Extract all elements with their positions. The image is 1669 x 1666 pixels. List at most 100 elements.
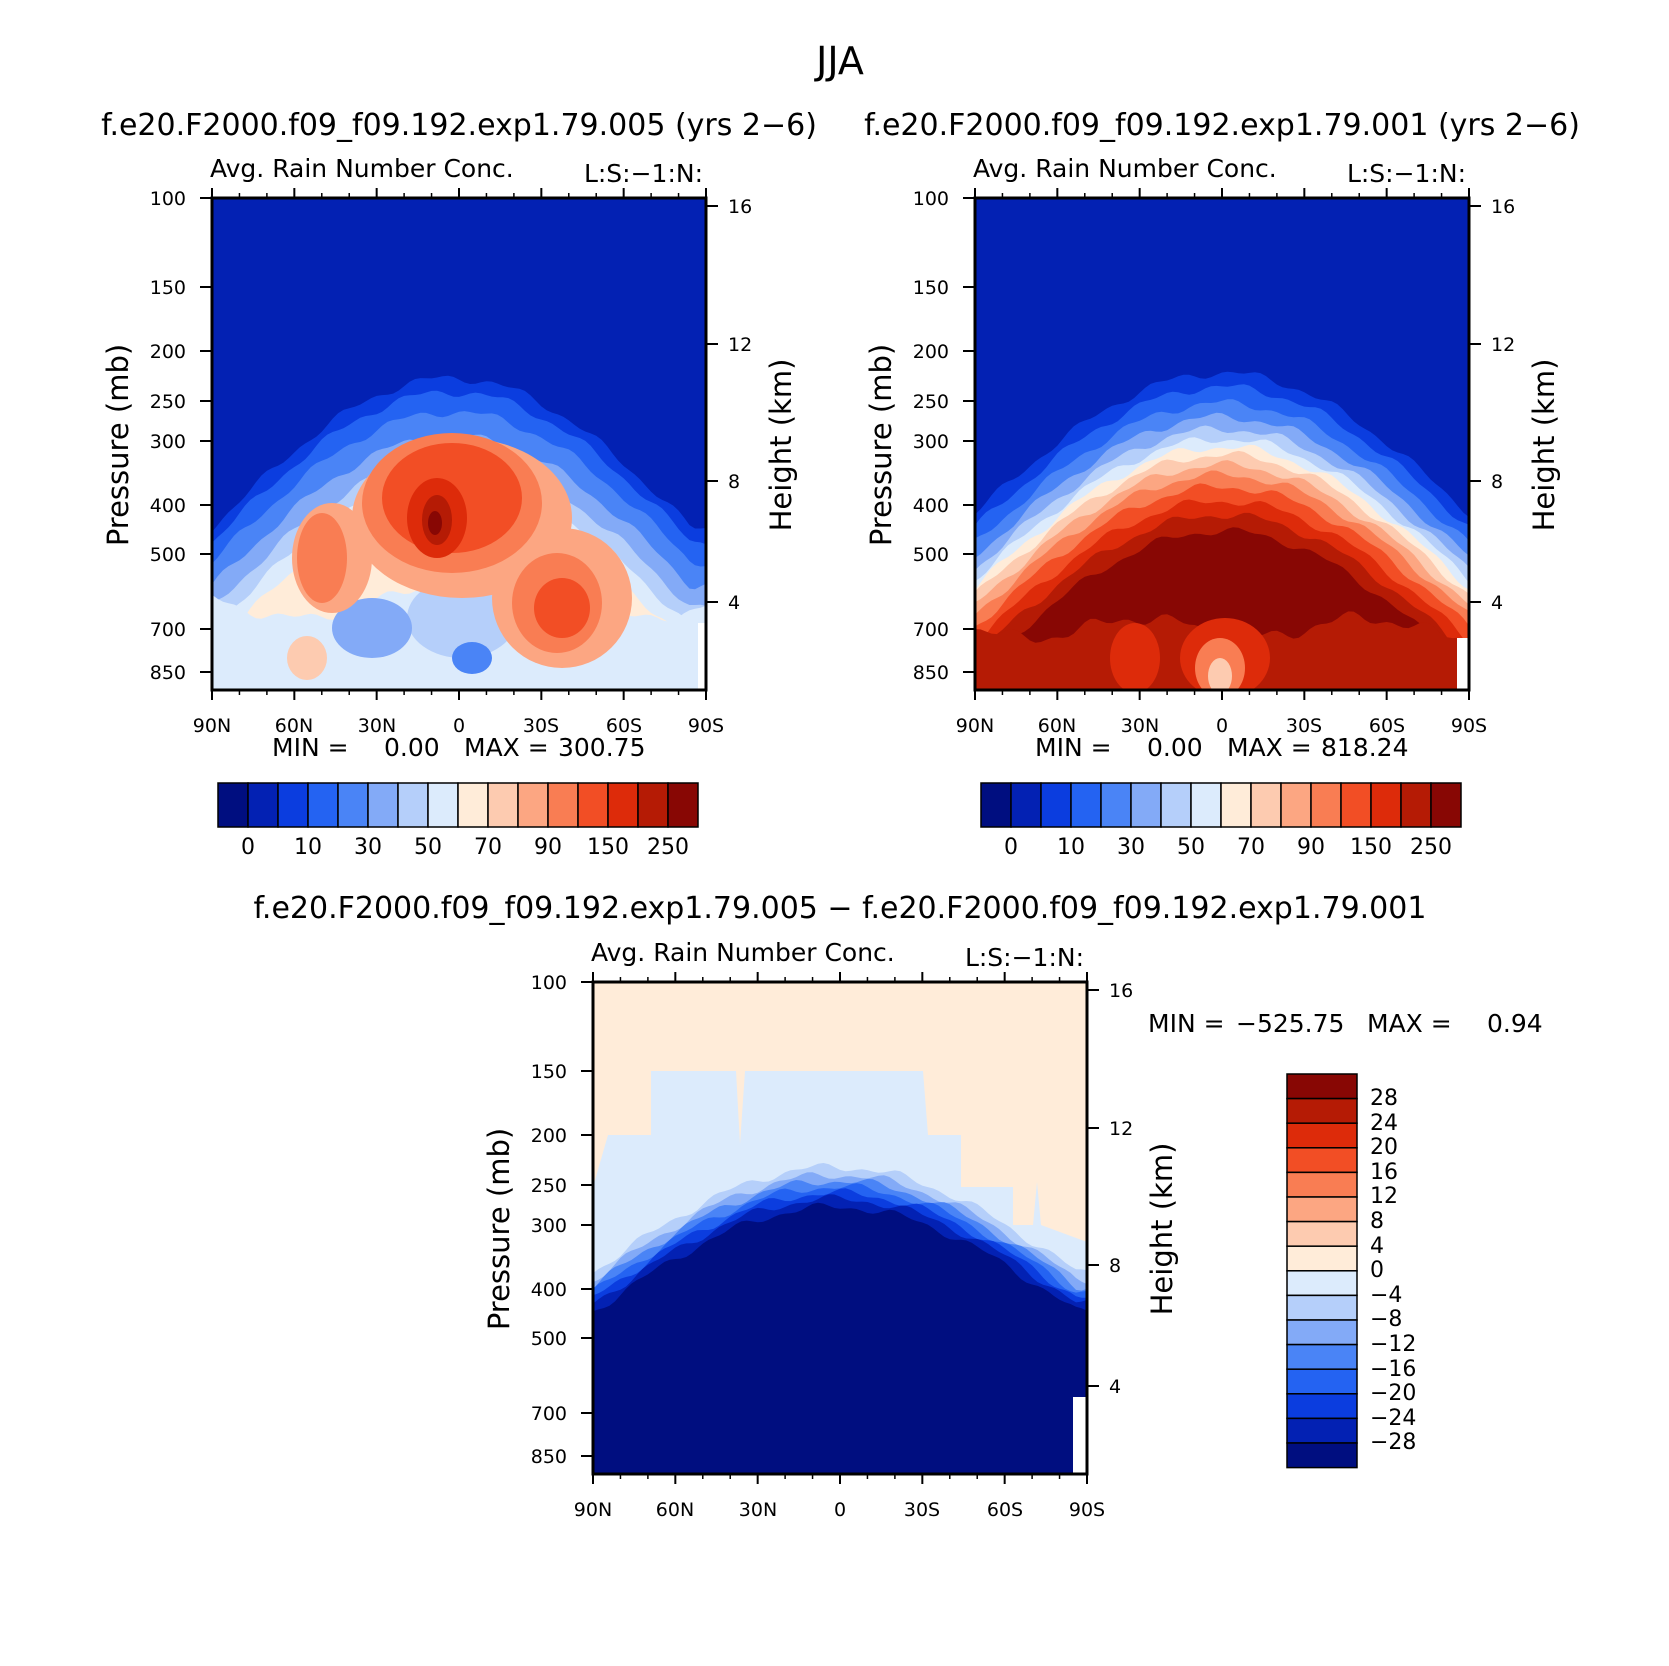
case2-xtick-label: 90S <box>1451 715 1487 737</box>
diff-y2tick-label: 16 <box>1109 980 1133 1002</box>
case2-x-tick-labels: 90N 60N 30N 0 30S 60S 90S <box>956 715 1487 737</box>
case2-colorbar-label: 50 <box>1177 835 1205 860</box>
figure-title: JJA <box>814 39 864 83</box>
diff-y2tick-label: 12 <box>1109 1118 1133 1140</box>
case2-colorbar-box <box>1370 782 1402 828</box>
case2-y2tick-label: 12 <box>1491 334 1515 356</box>
diff-contour-level <box>593 1202 1087 1474</box>
diff-missing-data <box>1073 1397 1087 1474</box>
case1-xtick-label: 90S <box>688 715 724 737</box>
case1-colorbar-box <box>337 782 369 828</box>
diff-contour-fill <box>593 982 1087 1474</box>
case1-colorbar-box <box>487 782 519 828</box>
case2-colorbar-box <box>980 782 1012 828</box>
case1-case-title: f.e20.F2000.f09_f09.192.exp1.79.005 (yrs… <box>101 108 817 143</box>
case2-y-tick-labels: 100 150 200 250 300 400 500 700 850 <box>913 188 949 684</box>
diff-colorbar-label: 28 <box>1370 1086 1398 1111</box>
diff-right-label: L:S:−1:N: <box>965 943 1084 972</box>
diff-ytick-label: 150 <box>531 1061 567 1083</box>
diff-colorbar-label: −20 <box>1370 1381 1416 1406</box>
case1-colorbar-box <box>217 782 249 828</box>
case2-contour-blob <box>1110 623 1160 690</box>
case2-max-label: MAX = <box>1227 733 1312 762</box>
case1-contour-blob <box>534 578 590 638</box>
case1-xtick-label: 0 <box>453 715 465 737</box>
case1-colorbar-labels: 0 10 30 50 70 90 150 250 <box>241 835 689 860</box>
diff-colorbar-box <box>1286 1171 1358 1198</box>
case2-xtick-label: 30S <box>1286 715 1322 737</box>
case1-colorbar-box <box>367 782 399 828</box>
case2-xtick-label: 30N <box>1121 715 1159 737</box>
case2-colorbar-box <box>1160 782 1192 828</box>
diff-panel: Avg. Rain Number Conc. L:S:−1:N: 90N 60N… <box>482 938 1543 1521</box>
diff-colorbar-box <box>1286 1073 1358 1100</box>
diff-xtick-label: 60N <box>656 1499 694 1521</box>
case2-xtick-label: 90N <box>956 715 994 737</box>
case2-colorbar-label: 90 <box>1297 835 1325 860</box>
case1-xtick-label: 60S <box>606 715 642 737</box>
diff-colorbar-box <box>1286 1319 1358 1346</box>
diff-colorbar-label: −24 <box>1370 1406 1416 1431</box>
diff-max-label: MAX = <box>1367 1009 1452 1038</box>
case1-colorbar-box <box>577 782 609 828</box>
case2-ytick-label: 500 <box>913 544 949 566</box>
case2-xtick-label: 0 <box>1216 715 1228 737</box>
case2-axis-ticks <box>963 188 1481 700</box>
case1-contour-blob <box>407 578 517 658</box>
case1-ytick-label: 400 <box>150 495 186 517</box>
case2-colorbar-label: 30 <box>1117 835 1145 860</box>
case1-colorbar-box <box>457 782 489 828</box>
case1-colorbar-box <box>307 782 339 828</box>
case2-colorbar-box <box>1220 782 1252 828</box>
case1-contour-blob <box>287 636 327 680</box>
case2-ytick-label: 200 <box>913 341 949 363</box>
case1-y2tick-label: 8 <box>728 471 740 493</box>
case1-colorbar-box <box>637 782 669 828</box>
diff-ytick-label: 400 <box>531 1279 567 1301</box>
diff-ytick-label: 700 <box>531 1403 567 1425</box>
case2-right-label: L:S:−1:N: <box>1347 159 1466 188</box>
case2-ytick-label: 100 <box>913 188 949 210</box>
case1-ylabel: Pressure (mb) <box>101 344 135 546</box>
case1-axis-ticks <box>200 188 718 700</box>
diff-max-value: 0.94 <box>1487 1009 1543 1038</box>
diff-y2tick-label: 8 <box>1109 1255 1121 1277</box>
case1-contour-blob <box>297 513 347 603</box>
diff-colorbar-box <box>1286 1245 1358 1272</box>
case1-colorbar-box <box>247 782 279 828</box>
diff-colorbar-label: 12 <box>1370 1184 1398 1209</box>
case1-colorbar-label: 250 <box>647 835 689 860</box>
diff-ytick-label: 250 <box>531 1175 567 1197</box>
case2-y2tick-label: 16 <box>1491 196 1515 218</box>
case2-colorbar <box>980 782 1462 828</box>
case2-colorbar-box <box>1430 782 1462 828</box>
case1-colorbar-label: 50 <box>414 835 442 860</box>
diff-colorbar-label: −12 <box>1370 1332 1416 1357</box>
diff-colorbar-label: 4 <box>1370 1234 1384 1259</box>
case2-colorbar-box <box>1310 782 1342 828</box>
case1-y2-tick-labels: 16 12 8 4 <box>728 196 752 614</box>
case1-xtick-label: 30N <box>358 715 396 737</box>
case1-y2tick-label: 12 <box>728 334 752 356</box>
diff-xtick-label: 90N <box>574 1499 612 1521</box>
case1-colorbar-box <box>607 782 639 828</box>
diff-colorbar-box <box>1286 1147 1358 1174</box>
case1-contour-fill <box>212 198 706 690</box>
diff-y2tick-label: 4 <box>1109 1376 1121 1398</box>
case2-colorbar-box <box>1250 782 1282 828</box>
case1-ytick-label: 850 <box>150 662 186 684</box>
diff-colorbar-labels: 28 24 20 16 12 8 4 0 −4 −8 −12 −16 −20 −… <box>1370 1086 1416 1455</box>
diff-xtick-label: 90S <box>1069 1499 1105 1521</box>
case2-colorbar-box <box>1070 782 1102 828</box>
case2-colorbar-label: 250 <box>1410 835 1452 860</box>
diff-ytick-label: 200 <box>531 1125 567 1147</box>
case1-y2tick-label: 16 <box>728 196 752 218</box>
case1-contour-blob <box>332 598 412 658</box>
diff-colorbar <box>1286 1073 1358 1469</box>
diff-ytick-label: 850 <box>531 1446 567 1468</box>
diff-colorbar-box <box>1286 1393 1358 1420</box>
diff-colorbar-box <box>1286 1294 1358 1321</box>
diff-colorbar-label: 20 <box>1370 1135 1398 1160</box>
diff-xtick-label: 30N <box>739 1499 777 1521</box>
case1-plot-title: Avg. Rain Number Conc. <box>210 154 514 183</box>
